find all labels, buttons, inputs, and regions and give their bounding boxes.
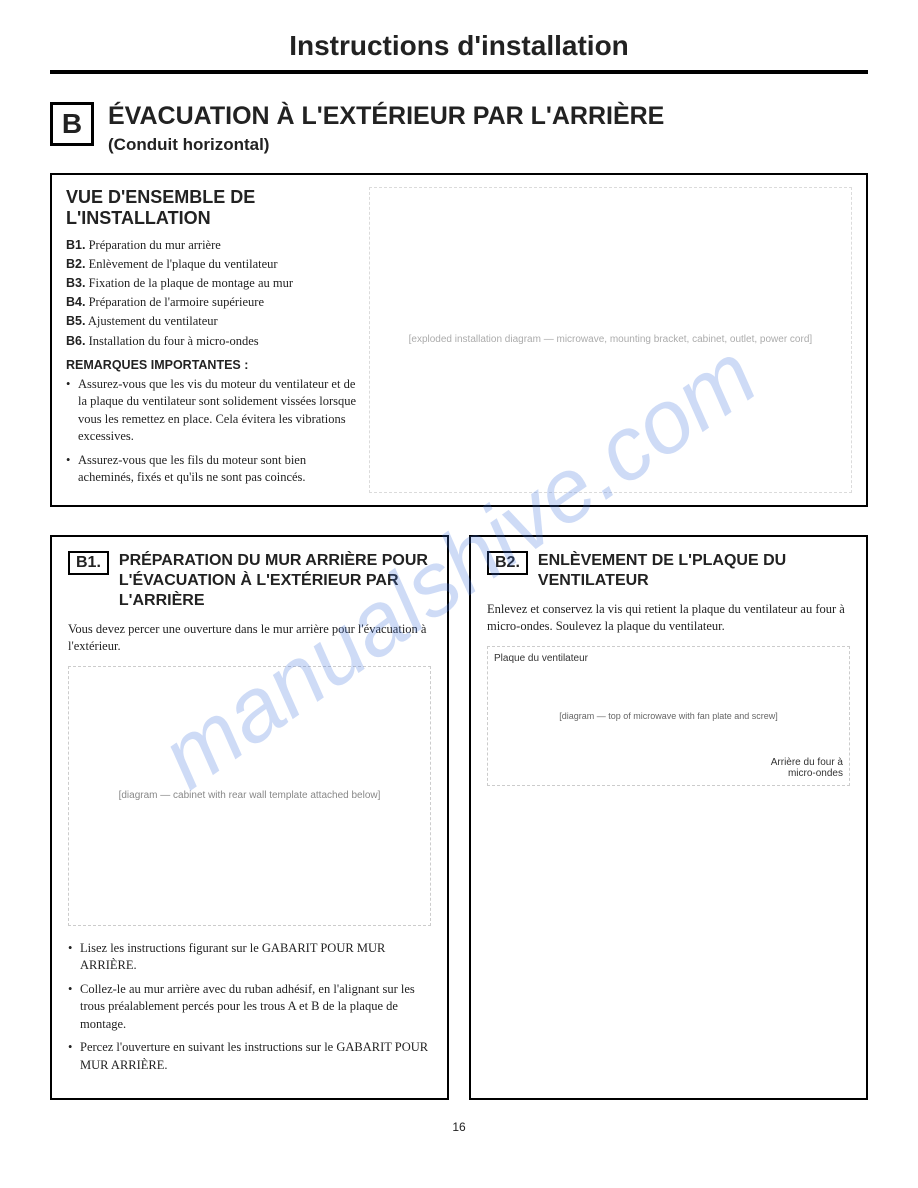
section-subtitle: (Conduit horizontal) bbox=[108, 135, 868, 155]
page-number: 16 bbox=[50, 1120, 868, 1134]
remark-item: Assurez-vous que les vis du moteur du ve… bbox=[66, 376, 357, 446]
overview-heading: VUE D'ENSEMBLE DE L'INSTALLATION bbox=[66, 187, 357, 230]
b1-box: B1. PRÉPARATION DU MUR ARRIÈRE POUR L'ÉV… bbox=[50, 535, 449, 1101]
b2-intro: Enlevez et conservez la vis qui retient … bbox=[487, 601, 850, 636]
b1-diagram: [diagram — cabinet with rear wall templa… bbox=[68, 666, 431, 926]
section-letter-box: B bbox=[50, 102, 94, 146]
b2-label-left: Plaque du ventilateur bbox=[494, 653, 588, 664]
section-title-block: ÉVACUATION À L'EXTÉRIEUR PAR L'ARRIÈRE (… bbox=[108, 102, 868, 155]
b1-intro: Vous devez percer une ouverture dans le … bbox=[68, 621, 431, 656]
b1-bullet-item: Collez-le au mur arrière avec du ruban a… bbox=[68, 981, 431, 1034]
overview-step: B5. Ajustement du ventilateur bbox=[66, 312, 357, 330]
b2-header: B2. ENLÈVEMENT DE L'PLAQUE DU VENTILATEU… bbox=[487, 551, 850, 591]
remarks-label: REMARQUES IMPORTANTES : bbox=[66, 358, 357, 372]
overview-diagram: [exploded installation diagram — microwa… bbox=[369, 187, 852, 493]
b1-bullet-item: Percez l'ouverture en suivant les instru… bbox=[68, 1039, 431, 1074]
b2-diagram: Plaque du ventilateur [diagram — top of … bbox=[487, 646, 850, 786]
two-column-layout: B1. PRÉPARATION DU MUR ARRIÈRE POUR L'ÉV… bbox=[50, 535, 868, 1101]
column-b1: B1. PRÉPARATION DU MUR ARRIÈRE POUR L'ÉV… bbox=[50, 535, 449, 1101]
overview-step: B4. Préparation de l'armoire supérieure bbox=[66, 293, 357, 311]
b1-bullets: Lisez les instructions figurant sur le G… bbox=[68, 940, 431, 1075]
b2-letter: B2. bbox=[487, 551, 528, 575]
overview-box: VUE D'ENSEMBLE DE L'INSTALLATION B1. Pré… bbox=[50, 173, 868, 507]
overview-text-column: VUE D'ENSEMBLE DE L'INSTALLATION B1. Pré… bbox=[66, 187, 357, 493]
column-b2: B2. ENLÈVEMENT DE L'PLAQUE DU VENTILATEU… bbox=[469, 535, 868, 1101]
b1-bullet-item: Lisez les instructions figurant sur le G… bbox=[68, 940, 431, 975]
section-title: ÉVACUATION À L'EXTÉRIEUR PAR L'ARRIÈRE bbox=[108, 102, 868, 131]
remarks-list: Assurez-vous que les vis du moteur du ve… bbox=[66, 376, 357, 487]
overview-step: B1. Préparation du mur arrière bbox=[66, 236, 357, 254]
b1-header: B1. PRÉPARATION DU MUR ARRIÈRE POUR L'ÉV… bbox=[68, 551, 431, 611]
overview-steps-list: B1. Préparation du mur arrière B2. Enlèv… bbox=[66, 236, 357, 350]
overview-step: B2. Enlèvement de l'plaque du ventilateu… bbox=[66, 255, 357, 273]
overview-step: B6. Installation du four à micro-ondes bbox=[66, 332, 357, 350]
remark-item: Assurez-vous que les fils du moteur sont… bbox=[66, 452, 357, 487]
b1-title: PRÉPARATION DU MUR ARRIÈRE POUR L'ÉVACUA… bbox=[119, 551, 431, 611]
b1-letter: B1. bbox=[68, 551, 109, 575]
b2-box: B2. ENLÈVEMENT DE L'PLAQUE DU VENTILATEU… bbox=[469, 535, 868, 1101]
b2-label-right: Arrière du four à micro-ondes bbox=[763, 757, 843, 779]
overview-step: B3. Fixation de la plaque de montage au … bbox=[66, 274, 357, 292]
b2-title: ENLÈVEMENT DE L'PLAQUE DU VENTILATEUR bbox=[538, 551, 850, 591]
page-title: Instructions d'installation bbox=[50, 30, 868, 74]
section-b-header: B ÉVACUATION À L'EXTÉRIEUR PAR L'ARRIÈRE… bbox=[50, 102, 868, 155]
